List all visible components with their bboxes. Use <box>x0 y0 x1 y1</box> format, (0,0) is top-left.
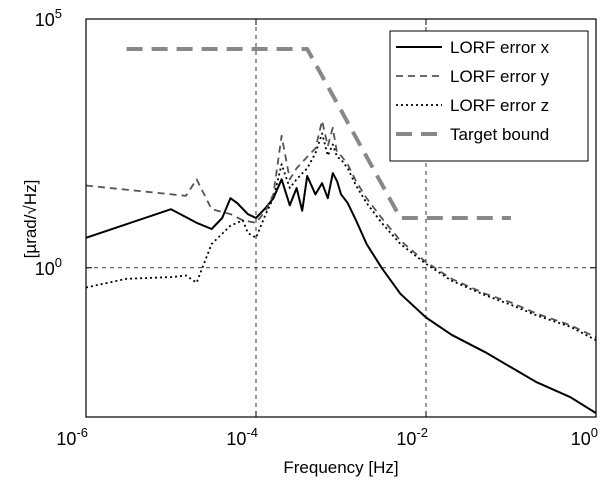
ticks-group: 10-6 10-4 10-2 100 105 100 <box>35 6 598 449</box>
legend-label-2: LORF error y <box>450 67 550 86</box>
legend-label-3: LORF error z <box>450 96 549 115</box>
x-tick-label: 10-4 <box>226 425 258 449</box>
legend-label-1: LORF error x <box>450 38 550 57</box>
legend-box <box>389 30 589 162</box>
y-tick-label: 100 <box>35 255 62 279</box>
series-line-3 <box>85 132 597 341</box>
plot-frame <box>85 18 597 418</box>
legend-items: LORF error x LORF error y LORF error z Targ… <box>396 38 550 144</box>
x-tick-label: 10-6 <box>56 425 88 449</box>
x-tick-label: 10-2 <box>396 425 428 449</box>
series-line-1 <box>85 172 597 414</box>
legend: LORF error x LORF error y LORF error z Targ… <box>389 30 589 162</box>
x-axis-label: Frequency [Hz] <box>283 458 398 477</box>
x-tick-label: 100 <box>571 425 598 449</box>
y-tick-label: 105 <box>35 6 62 30</box>
y-axis-label: [µrad/√Hz] <box>21 180 40 259</box>
series-group <box>85 47 597 414</box>
series-line-4 <box>126 47 511 220</box>
legend-label-4: Target bound <box>450 125 549 144</box>
